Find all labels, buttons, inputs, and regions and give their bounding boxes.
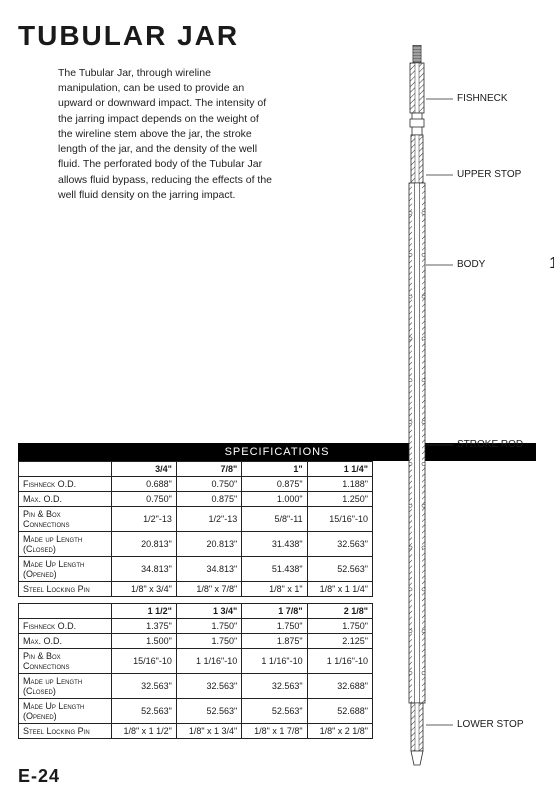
diagram-label: BODY bbox=[457, 259, 485, 270]
table-cell: 32.563" bbox=[111, 673, 176, 698]
table-cell: 0.875" bbox=[242, 476, 307, 491]
table-cell: 52.563" bbox=[307, 556, 372, 581]
table-cell: 1/8" x 1 7/8" bbox=[242, 723, 307, 738]
table-cell: 52.563" bbox=[242, 698, 307, 723]
row-header: Made Up Length(Opened) bbox=[19, 698, 112, 723]
table-cell: 0.688" bbox=[111, 476, 176, 491]
table-cell: 1.750" bbox=[176, 633, 241, 648]
row-header: Steel Locking Pin bbox=[19, 723, 112, 738]
row-header: Fishneck O.D. bbox=[19, 618, 112, 633]
table-cell: 15/16"-10 bbox=[111, 648, 176, 673]
row-header: Max. O.D. bbox=[19, 633, 112, 648]
page-title: TUBULAR JAR bbox=[18, 20, 536, 52]
col-header: 1 7/8" bbox=[242, 603, 307, 618]
table-cell: 52.563" bbox=[111, 698, 176, 723]
table-cell: 1/8" x 1 1/2" bbox=[111, 723, 176, 738]
table-cell: 1.750" bbox=[176, 618, 241, 633]
spec-table-2: 1 1/2"1 3/4"1 7/8"2 1/8" Fishneck O.D.1.3… bbox=[18, 603, 373, 739]
table-cell: 52.563" bbox=[176, 698, 241, 723]
row-header: Made up Length(Closed) bbox=[19, 673, 112, 698]
table-cell: 32.563" bbox=[176, 673, 241, 698]
diagram-label: STROKE ROD bbox=[457, 439, 523, 450]
row-header: Pin & BoxConnections bbox=[19, 506, 112, 531]
row-header: Steel Locking Pin bbox=[19, 581, 112, 596]
table-cell: 0.750" bbox=[111, 491, 176, 506]
table-cell: 1/8" x 1 1/4" bbox=[307, 581, 372, 596]
table-cell: 1.750" bbox=[307, 618, 372, 633]
table-cell: 1 1/16"-10 bbox=[242, 648, 307, 673]
table-cell: 15/16"-10 bbox=[307, 506, 372, 531]
table-cell: 1.375" bbox=[111, 618, 176, 633]
margin-cutoff-text: 1 bbox=[549, 255, 554, 273]
table-cell: 34.813" bbox=[111, 556, 176, 581]
table-cell: 32.563" bbox=[307, 531, 372, 556]
table-cell: 1.250" bbox=[307, 491, 372, 506]
spec-tables: SPECIFICATIONS 3/4"7/8"1"1 1/4"Fishneck … bbox=[18, 443, 536, 739]
table-cell: 1/8" x 7/8" bbox=[176, 581, 241, 596]
table-cell: 5/8"-11 bbox=[242, 506, 307, 531]
table-cell: 32.688" bbox=[307, 673, 372, 698]
table-cell: 1/8" x 2 1/8" bbox=[307, 723, 372, 738]
table-cell: 1 1/16"-10 bbox=[176, 648, 241, 673]
table-cell: 31.438" bbox=[242, 531, 307, 556]
table-cell: 1.875" bbox=[242, 633, 307, 648]
row-header: Made up Length(Closed) bbox=[19, 531, 112, 556]
table-cell: 52.688" bbox=[307, 698, 372, 723]
table-cell: 32.563" bbox=[242, 673, 307, 698]
diagram-label: FISHNECK bbox=[457, 93, 508, 104]
table-cell: 1/2"-13 bbox=[111, 506, 176, 531]
row-header: Max. O.D. bbox=[19, 491, 112, 506]
page-number: E-24 bbox=[18, 766, 60, 787]
table-cell: 1/8" x 1" bbox=[242, 581, 307, 596]
table-cell: 20.813" bbox=[176, 531, 241, 556]
col-header: 1" bbox=[242, 461, 307, 476]
description-text: The Tubular Jar, through wireline manipu… bbox=[58, 66, 273, 203]
row-header: Fishneck O.D. bbox=[19, 476, 112, 491]
table-cell: 1/8" x 1 3/4" bbox=[176, 723, 241, 738]
col-header: 1 1/2" bbox=[111, 603, 176, 618]
table-cell: 1 1/16"-10 bbox=[307, 648, 372, 673]
diagram-label: LOWER STOP bbox=[457, 719, 524, 730]
table-cell: 1/2"-13 bbox=[176, 506, 241, 531]
table-cell: 1/8" x 3/4" bbox=[111, 581, 176, 596]
col-header: 3/4" bbox=[111, 461, 176, 476]
col-header: 1 1/4" bbox=[307, 461, 372, 476]
table-cell: 2.125" bbox=[307, 633, 372, 648]
table-cell: 1.500" bbox=[111, 633, 176, 648]
table-cell: 1.188" bbox=[307, 476, 372, 491]
table-cell: 34.813" bbox=[176, 556, 241, 581]
table-cell: 20.813" bbox=[111, 531, 176, 556]
row-header: Pin & BoxConnections bbox=[19, 648, 112, 673]
col-header: 2 1/8" bbox=[307, 603, 372, 618]
row-header: Made Up Length(Opened) bbox=[19, 556, 112, 581]
table-cell: 1.750" bbox=[242, 618, 307, 633]
table-cell: 0.875" bbox=[176, 491, 241, 506]
col-header: 1 3/4" bbox=[176, 603, 241, 618]
table-cell: 51.438" bbox=[242, 556, 307, 581]
table-cell: 0.750" bbox=[176, 476, 241, 491]
table-cell: 1.000" bbox=[242, 491, 307, 506]
col-header: 7/8" bbox=[176, 461, 241, 476]
spec-table-1: 3/4"7/8"1"1 1/4" Fishneck O.D.0.688"0.750… bbox=[18, 461, 373, 597]
diagram-label: UPPER STOP bbox=[457, 169, 521, 180]
